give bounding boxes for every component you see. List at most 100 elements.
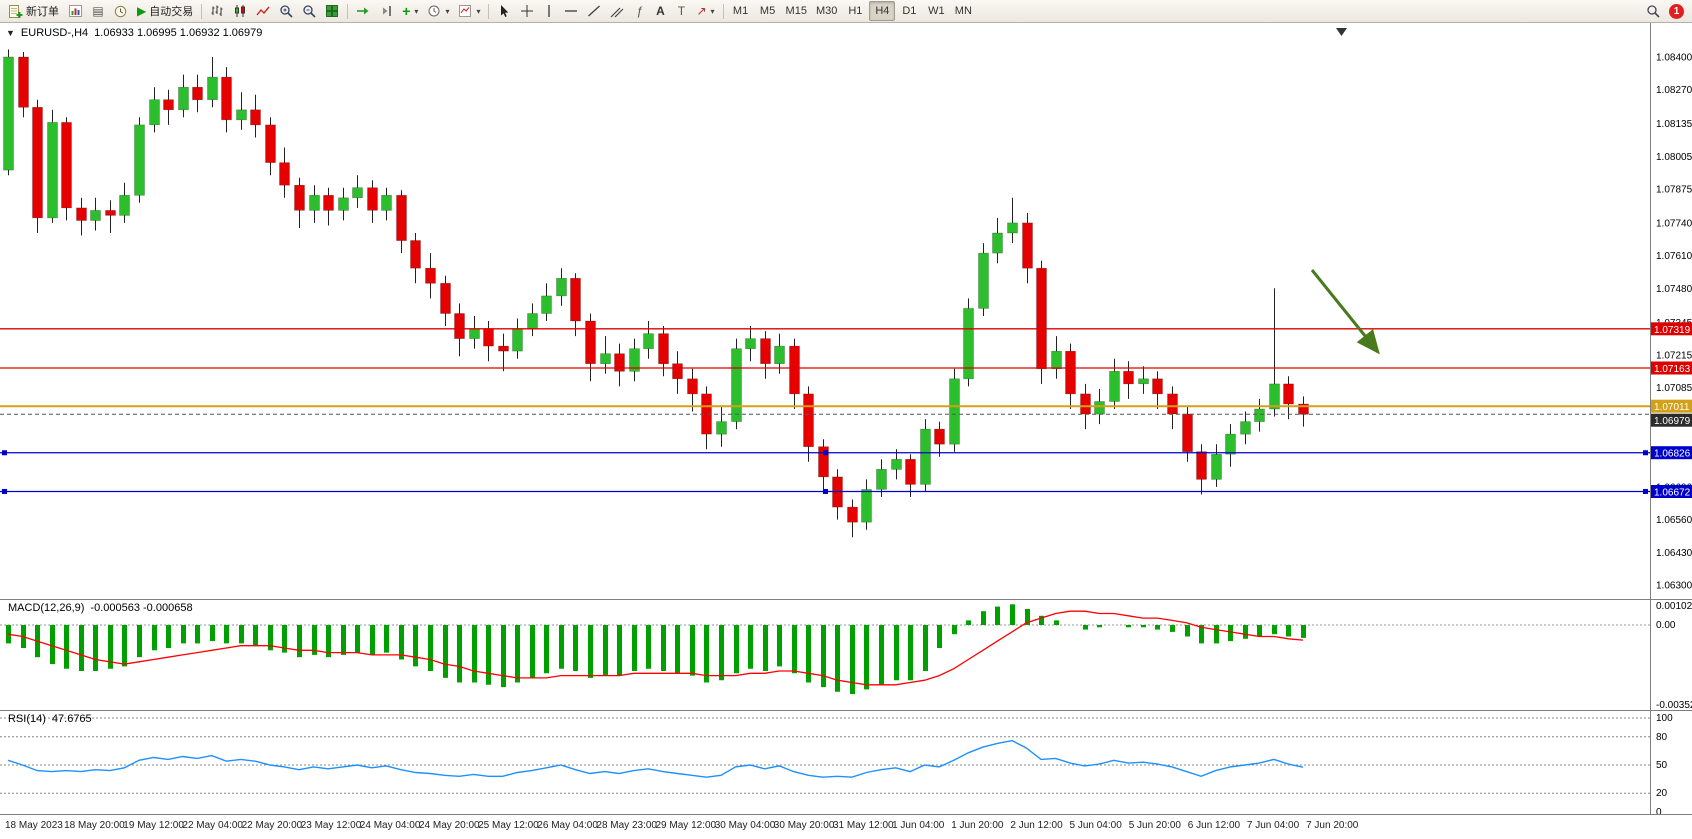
rsi-axis-label: 100 — [1656, 713, 1673, 724]
timeframe-button-d1[interactable]: D1 — [902, 5, 917, 17]
candle-body-bear — [570, 277, 581, 322]
vertical-line-button[interactable] — [539, 1, 559, 21]
time-axis-label: 1 Jun 20:00 — [951, 820, 1004, 831]
candle-body-bull — [381, 195, 392, 211]
chevron-down-icon: ▾ — [445, 6, 450, 16]
price-badge — [1650, 413, 1692, 427]
line-handle[interactable] — [2, 450, 7, 456]
line-handle[interactable] — [1643, 488, 1648, 494]
templates-button[interactable]: ▾ — [454, 1, 484, 21]
timeframe-button-mn[interactable]: MN — [954, 5, 972, 17]
line-handle[interactable] — [823, 450, 828, 456]
new-order-label: 新订单 — [26, 6, 59, 18]
candle-body-bull — [541, 295, 552, 314]
candle-body-bull — [891, 458, 902, 470]
macd-indicator-label: MACD(12,26,9) -0.000563 -0.000658 — [8, 602, 193, 614]
cursor-icon — [501, 5, 509, 17]
candle-body-bear — [440, 282, 451, 314]
profiles-button[interactable]: ▤ — [88, 1, 108, 21]
text-label-icon: T — [677, 4, 686, 18]
fibonacci-button[interactable]: ƒ — [629, 1, 649, 21]
candle-body-bull — [1094, 401, 1105, 415]
chart-shift-marker[interactable] — [1336, 28, 1347, 36]
search-button[interactable] — [1642, 1, 1664, 21]
toolbar-separator — [488, 3, 490, 19]
timeframe-button-m30[interactable]: M30 — [815, 5, 838, 17]
price-axis-label: 1.06300 — [1656, 581, 1692, 592]
candle-body-bear — [323, 195, 334, 211]
cursor-button[interactable] — [493, 1, 515, 21]
candle-body-bear — [294, 184, 305, 211]
macd-values: -0.000563 -0.000658 — [90, 602, 193, 614]
time-axis-label: 30 May 20:00 — [774, 820, 835, 831]
text-button[interactable]: A — [650, 1, 670, 21]
notification-badge[interactable]: 1 — [1669, 3, 1684, 19]
search-icon — [1647, 5, 1660, 18]
candle-body-bear — [1036, 267, 1047, 370]
candle-body-bull — [309, 195, 320, 211]
rsi-axis-label: 80 — [1656, 732, 1668, 743]
time-axis-label: 1 Jun 04:00 — [892, 820, 945, 831]
trendline-button[interactable] — [583, 1, 605, 21]
text-icon: A — [656, 4, 665, 18]
equidistant-channel-button[interactable] — [606, 1, 628, 21]
candle-body-bull — [149, 99, 160, 126]
candle-body-bear — [425, 267, 436, 284]
indicators-icon: + — [402, 3, 411, 19]
candle-body-bull — [178, 86, 189, 111]
horizontal-line-button[interactable] — [560, 1, 582, 21]
time-axis-label: 5 Jun 20:00 — [1129, 820, 1182, 831]
candle-body-bull — [1240, 421, 1251, 435]
text-label-button[interactable]: T — [671, 1, 691, 21]
zoom-out-button[interactable] — [298, 1, 320, 21]
price-axis-label: 1.07480 — [1656, 284, 1692, 295]
time-axis-label: 5 Jun 04:00 — [1070, 820, 1123, 831]
indicators-button[interactable]: + ▾ — [398, 1, 422, 21]
line-handle[interactable] — [2, 488, 7, 494]
timeframe-button-m1[interactable]: M1 — [732, 5, 749, 17]
candle-body-bear — [61, 122, 72, 209]
toolbar-separator — [722, 3, 724, 19]
periods-button[interactable]: ▾ — [423, 1, 453, 21]
rsi-title: RSI(14) — [8, 713, 46, 725]
candle-body-bull — [512, 328, 523, 352]
auto-trading-icon: ▶ — [137, 4, 147, 18]
chart-shift-button[interactable] — [375, 1, 397, 21]
macd-axis-label: 0.00 — [1656, 620, 1676, 631]
crosshair-button[interactable] — [516, 1, 538, 21]
line-handle[interactable] — [823, 488, 828, 494]
arrows-button[interactable]: ↗ ▾ — [692, 1, 718, 21]
timeframe-button-h4[interactable]: H4 — [869, 1, 896, 21]
price-badge-label: 1.07319 — [1654, 325, 1691, 336]
one-click-trading-toggle[interactable]: ▼ — [6, 28, 15, 38]
timeframe-button-m15[interactable]: M15 — [785, 5, 807, 17]
bar-chart-button[interactable] — [206, 1, 228, 21]
market-watch-button[interactable] — [109, 1, 132, 21]
zoom-in-button[interactable] — [275, 1, 297, 21]
macd-axis-label: -0.00352 — [1656, 700, 1692, 711]
candle-body-bear — [1123, 370, 1134, 385]
candlestick-chart-button[interactable] — [229, 1, 251, 21]
rsi-axis-label: 0 — [1656, 807, 1662, 818]
profiles-icon: ▤ — [92, 4, 104, 18]
timeframe-button-w1[interactable]: W1 — [928, 5, 945, 17]
candle-body-bull — [876, 468, 887, 490]
price-axis-label: 1.06560 — [1656, 515, 1692, 526]
candle-body-bull — [119, 195, 130, 216]
new-order-button[interactable]: 新订单 — [4, 1, 63, 21]
auto-trading-button[interactable]: ▶ 自动交易 — [133, 1, 197, 21]
new-chart-button[interactable] — [64, 1, 87, 21]
macd-signal-line — [7, 610, 1304, 686]
auto-scroll-button[interactable] — [352, 1, 374, 21]
rsi-value: 47.6765 — [51, 713, 92, 725]
line-chart-button[interactable] — [252, 1, 274, 21]
candle-body-bear — [672, 363, 683, 380]
candle-body-bear — [1167, 393, 1178, 415]
timeframe-button-m5[interactable]: M5 — [759, 5, 776, 17]
trend-arrow-annotation[interactable] — [1310, 269, 1380, 355]
price-axis-label: 1.07610 — [1656, 251, 1692, 262]
tile-windows-button[interactable] — [321, 1, 343, 21]
timeframe-button-h1[interactable]: H1 — [848, 5, 863, 17]
candle-body-bear — [163, 99, 174, 111]
line-handle[interactable] — [1643, 450, 1648, 456]
